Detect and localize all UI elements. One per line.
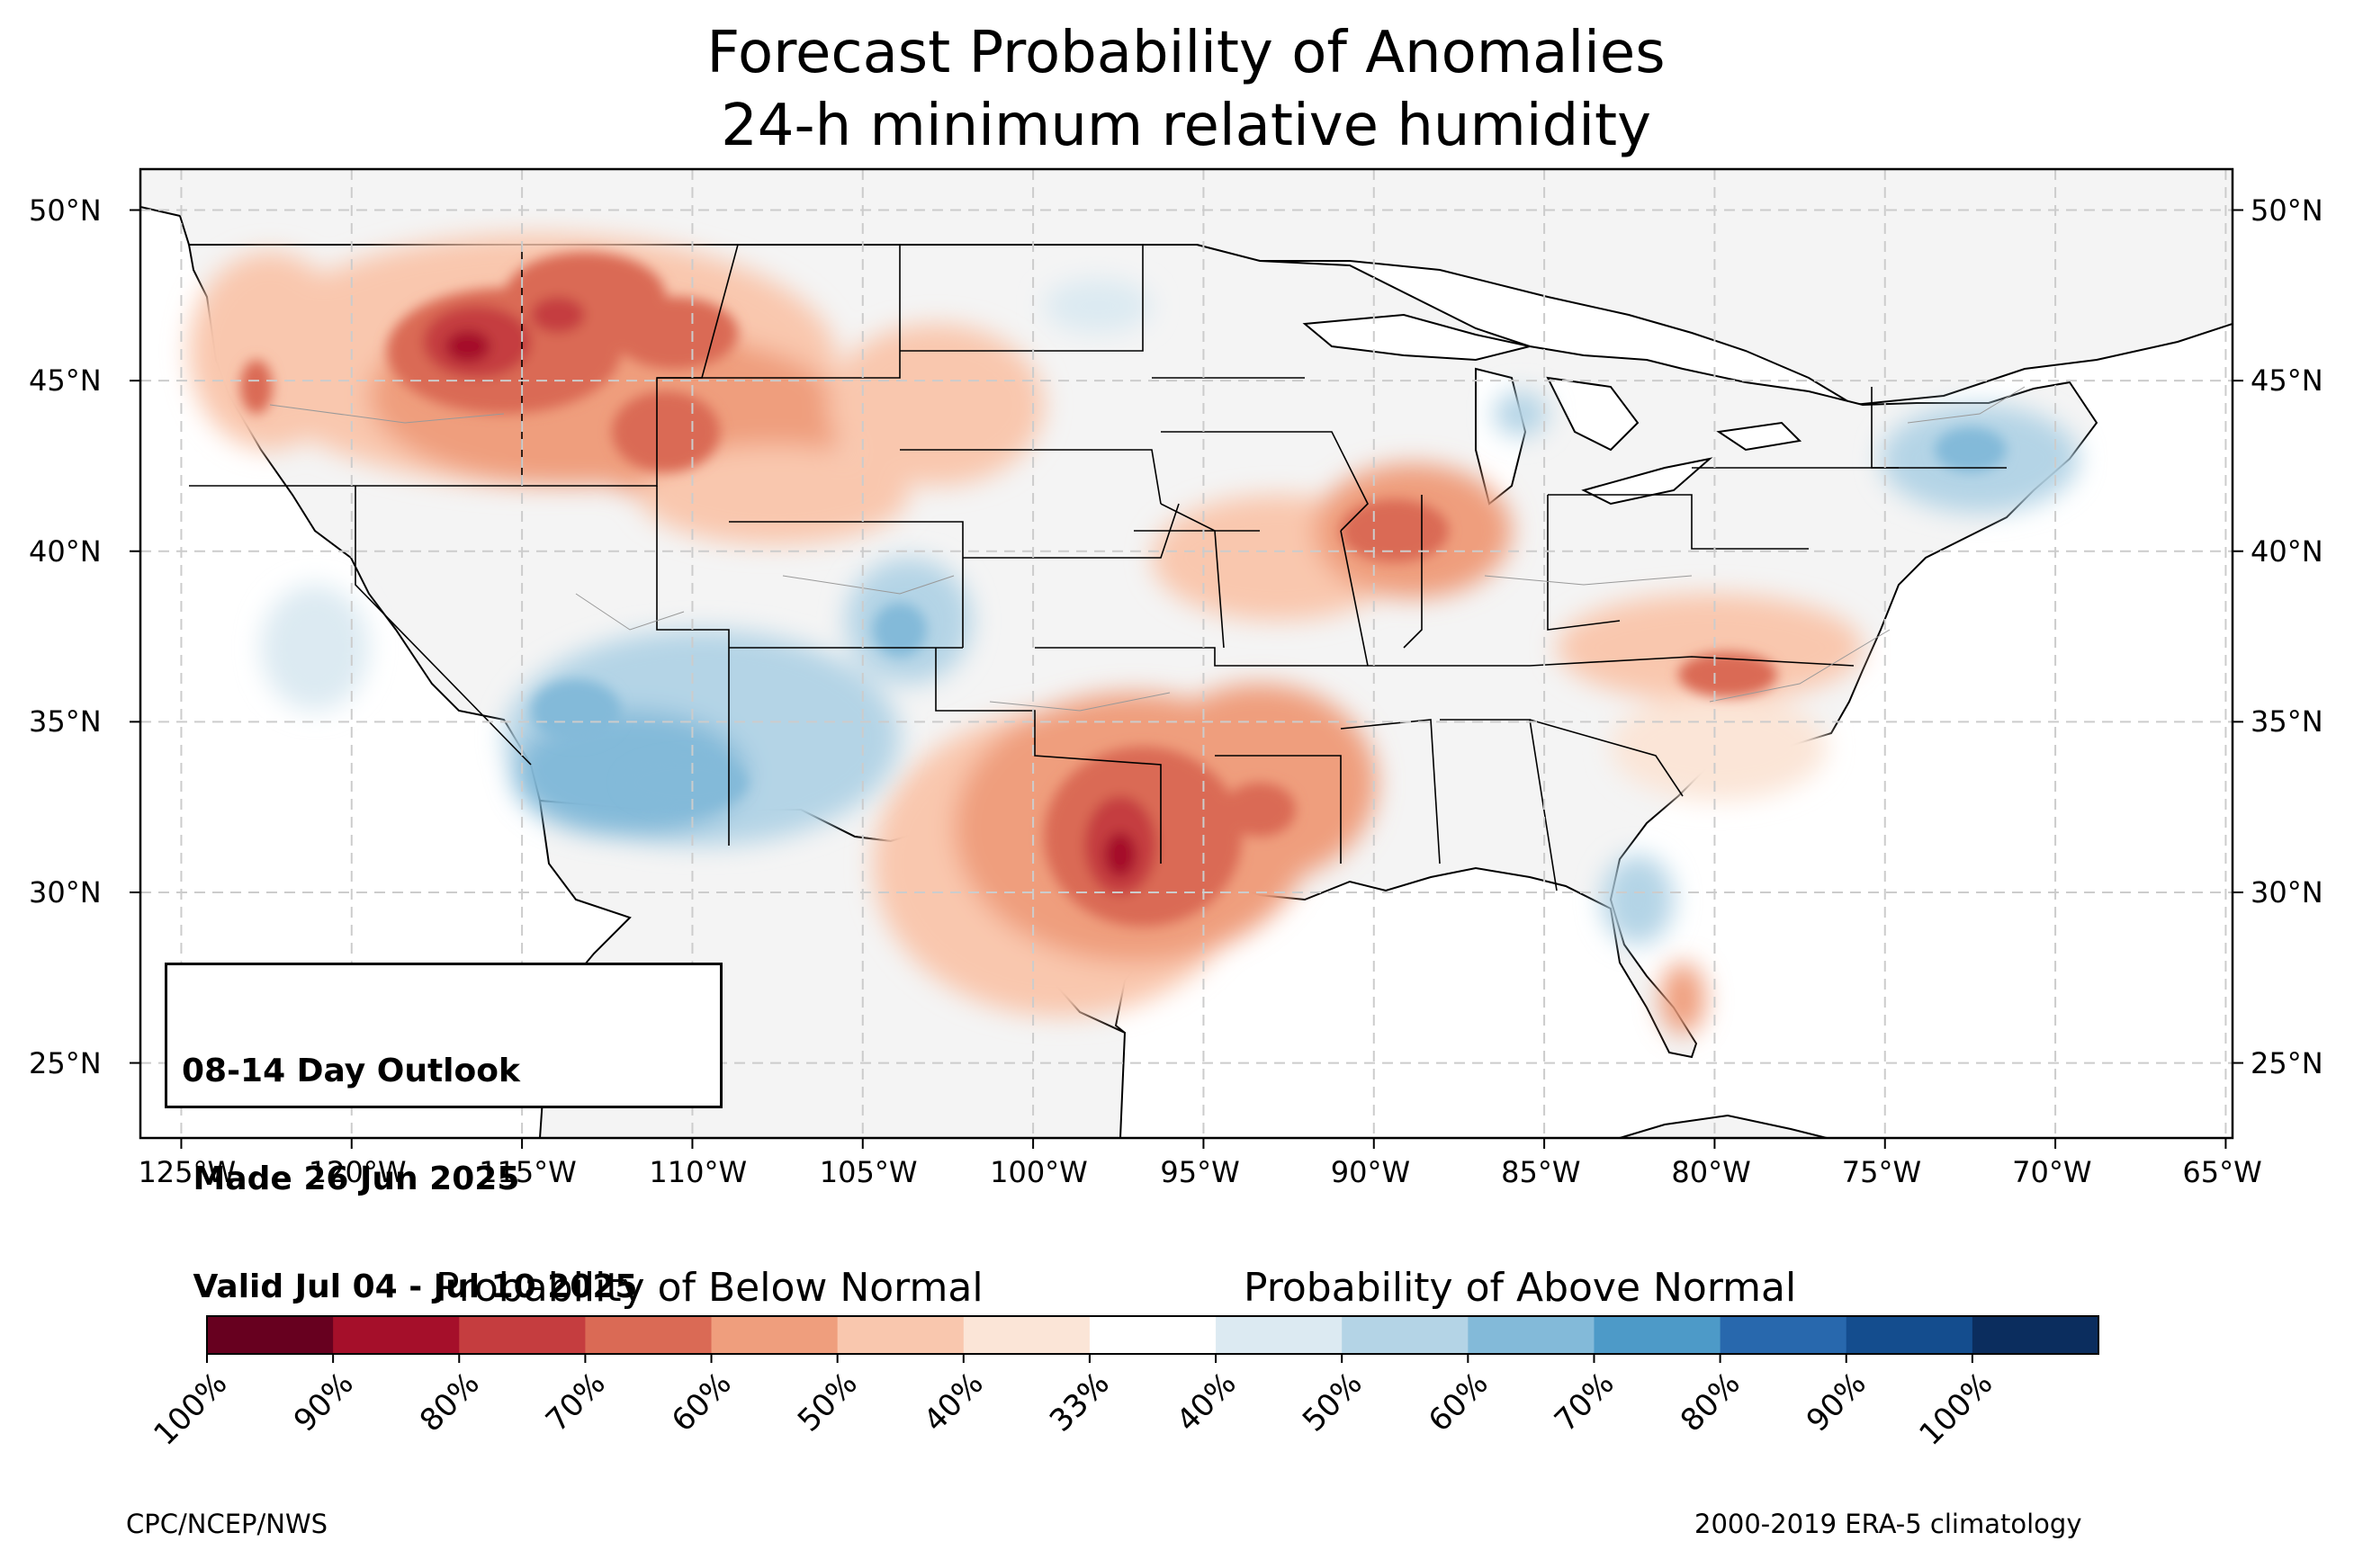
colorbar-segment xyxy=(1216,1316,1343,1354)
outlook-valid-dates: Valid Jul 04 - Jul 10 2025 xyxy=(182,1268,638,1305)
great-lakes xyxy=(1302,313,1802,506)
chart-subtitle: 24-h minimum relative humidity xyxy=(721,93,1651,159)
below-normal-label: Probability of Below Normal xyxy=(436,1265,984,1311)
lat-tick-label-left: 25°N xyxy=(29,1045,102,1080)
lon-tick-label: 100°W xyxy=(990,1155,1088,1189)
colorbar-segment xyxy=(585,1316,713,1354)
colorbar-segment xyxy=(963,1316,1091,1354)
outlook-period: 08-14 Day Outlook xyxy=(182,1053,520,1089)
above-normal-label: Probability of Above Normal xyxy=(1244,1265,1797,1311)
colorbar-segment xyxy=(1846,1316,1973,1354)
lat-tick-label-left: 35°N xyxy=(29,704,102,739)
lon-tick-label: 105°W xyxy=(819,1155,918,1189)
state-borders xyxy=(189,244,2007,892)
cuba-land xyxy=(1619,1114,1828,1138)
lat-tick-label-right: 30°N xyxy=(2251,874,2323,909)
outlook-made-date: Made 26 Jun 2025 xyxy=(182,1160,520,1197)
lat-tick-label-left: 45°N xyxy=(29,363,102,399)
lon-tick-label: 125°W xyxy=(138,1155,237,1189)
lat-tick-label-right: 35°N xyxy=(2251,704,2323,739)
colorbar-segment xyxy=(459,1316,586,1354)
colorbar-segment xyxy=(1972,1316,2099,1354)
lon-tick-label: 85°W xyxy=(1501,1155,1581,1189)
lon-tick-label: 110°W xyxy=(649,1155,748,1189)
colorbar xyxy=(206,1316,2099,1363)
colorbar-segment xyxy=(1594,1316,1721,1354)
colorbar-segment xyxy=(1720,1316,1847,1354)
lon-tick-label: 120°W xyxy=(308,1155,407,1189)
lon-tick-label: 75°W xyxy=(1841,1155,1922,1189)
lat-tick-label-right: 50°N xyxy=(2251,193,2323,228)
colorbar-segment xyxy=(1089,1316,1217,1354)
colorbar-segment xyxy=(1468,1316,1595,1354)
county-borders xyxy=(269,386,2026,712)
lon-tick-label: 80°W xyxy=(1671,1155,1751,1189)
lon-tick-label: 95°W xyxy=(1160,1155,1240,1189)
above-normal-core xyxy=(531,427,2007,810)
lat-tick-label-left: 50°N xyxy=(29,193,102,228)
colorbar-segment xyxy=(333,1316,460,1354)
lon-tick-label: 65°W xyxy=(2182,1155,2262,1189)
outlook-info-box: 08-14 Day Outlook Made 26 Jun 2025 Valid… xyxy=(165,963,723,1305)
colorbar-segment xyxy=(837,1316,965,1354)
colorbar-frame xyxy=(206,1315,2099,1355)
lon-tick-label: 90°W xyxy=(1330,1155,1411,1189)
chart-title: Forecast Probability of Anomalies xyxy=(706,20,1666,86)
lat-tick-label-right: 40°N xyxy=(2251,533,2323,569)
source-credit: CPC/NCEP/NWS xyxy=(126,1509,328,1539)
axis-ticks xyxy=(130,209,2243,1149)
lat-tick-label-left: 40°N xyxy=(29,533,102,569)
lat-tick-label-right: 25°N xyxy=(2251,1045,2323,1080)
lon-tick-label: 115°W xyxy=(479,1155,577,1189)
lat-tick-label-left: 30°N xyxy=(29,874,102,909)
colorbar-segment xyxy=(1342,1316,1469,1354)
map-frame xyxy=(139,167,2234,1140)
climatology-note: 2000-2019 ERA-5 climatology xyxy=(1694,1509,2082,1539)
gridlines xyxy=(140,169,2233,1138)
colorbar-segment xyxy=(711,1316,839,1354)
lat-tick-label-right: 45°N xyxy=(2251,363,2323,399)
lon-tick-label: 70°W xyxy=(2012,1155,2092,1189)
colorbar-segment xyxy=(207,1316,334,1354)
